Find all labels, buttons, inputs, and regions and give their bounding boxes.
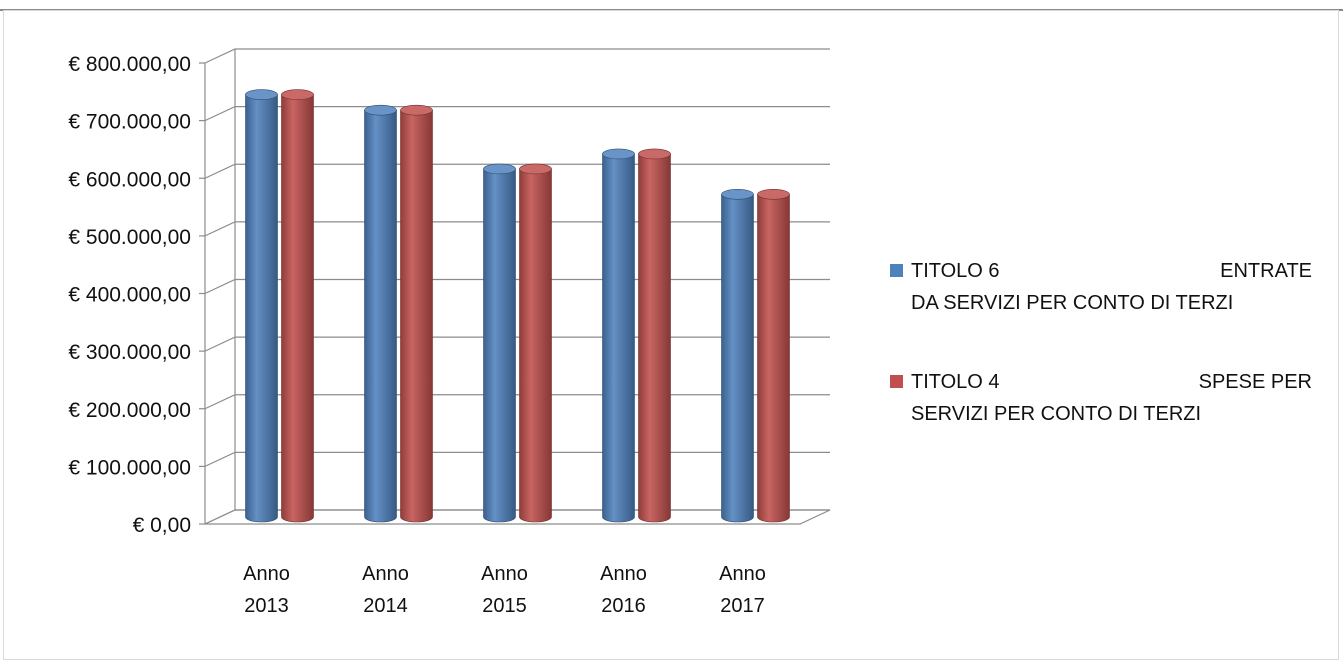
x-tick-label: Anno — [243, 563, 290, 585]
x-tick-label: Anno — [481, 563, 528, 585]
bar-body — [602, 153, 635, 523]
bar-top — [400, 104, 433, 116]
x-tick-label: 2016 — [601, 595, 646, 617]
legend-1-subtitle: DA SERVIZI PER CONTO DI TERZI — [911, 292, 1234, 314]
y-tick-label: € 700.000,00 — [68, 111, 191, 134]
series-2-swatch-icon — [890, 375, 903, 388]
bar-top — [602, 148, 635, 160]
y-tick-label: € 600.000,00 — [68, 168, 191, 191]
bar-body — [721, 194, 754, 523]
bar-1-anno-2017 — [721, 189, 754, 523]
x-tick-label: Anno — [362, 563, 409, 585]
legend-entry-1: TITOLO 6 ENTRATE DA SERVIZI PER CONTO DI… — [890, 255, 1330, 319]
bar-1-anno-2015 — [483, 163, 516, 523]
x-tick-label: 2013 — [244, 595, 289, 617]
bar-body — [757, 194, 790, 523]
bar-1-anno-2013 — [245, 89, 278, 523]
bar-2-anno-2017 — [757, 189, 790, 523]
bar-2-anno-2013 — [281, 89, 314, 523]
x-tick-label: 2014 — [363, 595, 408, 617]
axes — [199, 49, 831, 525]
x-tick-label: 2015 — [482, 595, 527, 617]
legend-2-title-right: SPESE PER — [1198, 371, 1312, 393]
y-tick-label: € 300.000,00 — [68, 341, 191, 364]
y-tick-label: € 200.000,00 — [68, 399, 191, 422]
bars — [245, 89, 790, 523]
series-1-swatch-icon — [890, 264, 903, 277]
bar-2-anno-2016 — [638, 148, 671, 523]
bar-top — [721, 189, 754, 200]
x-tick-label: 2017 — [720, 595, 765, 617]
bar-top — [245, 89, 278, 100]
bar-top — [364, 104, 397, 116]
legend-1-title: TITOLO 6 — [911, 260, 1000, 282]
bar-1-anno-2016 — [602, 148, 635, 523]
legend-1-title-right: ENTRATE — [1220, 260, 1312, 282]
bar-2-anno-2014 — [400, 104, 433, 523]
y-tick-label: € 400.000,00 — [68, 284, 191, 307]
bar-1-anno-2014 — [364, 104, 397, 523]
bar-body — [281, 94, 314, 523]
bar-top — [638, 148, 671, 160]
bar-top — [519, 163, 552, 175]
bar-top — [757, 189, 790, 200]
y-tick-label: € 500.000,00 — [68, 226, 191, 249]
y-tick-label: € 800.000,00 — [68, 53, 191, 76]
bar-2-anno-2015 — [519, 163, 552, 523]
bar-top — [281, 89, 314, 100]
bar-body — [400, 109, 433, 523]
legend-2-title: TITOLO 4 — [911, 371, 1000, 393]
floor — [204, 509, 831, 525]
bar-body — [638, 153, 671, 523]
y-tick-label: € 100.000,00 — [68, 456, 191, 479]
legend-2-subtitle: SERVIZI PER CONTO DI TERZI — [911, 403, 1202, 425]
y-tick-label: € 0,00 — [133, 514, 191, 537]
bar-body — [364, 109, 397, 523]
x-tick-label: Anno — [719, 563, 766, 585]
legend-entry-2: TITOLO 4 SPESE PER SERVIZI PER CONTO DI … — [890, 366, 1330, 430]
bar-body — [519, 168, 552, 523]
x-tick-label: Anno — [600, 563, 647, 585]
bar-top — [483, 163, 516, 175]
bar-body — [483, 168, 516, 523]
y-axis-ticks: € 0,00 € 100.000,00 € 200.000,00 € 300.000,… — [68, 53, 191, 537]
x-axis-ticks: Anno 2013 Anno 2014 Anno 2015 Anno 2016 Anno 2017 — [243, 563, 766, 617]
bar-body — [245, 94, 278, 523]
